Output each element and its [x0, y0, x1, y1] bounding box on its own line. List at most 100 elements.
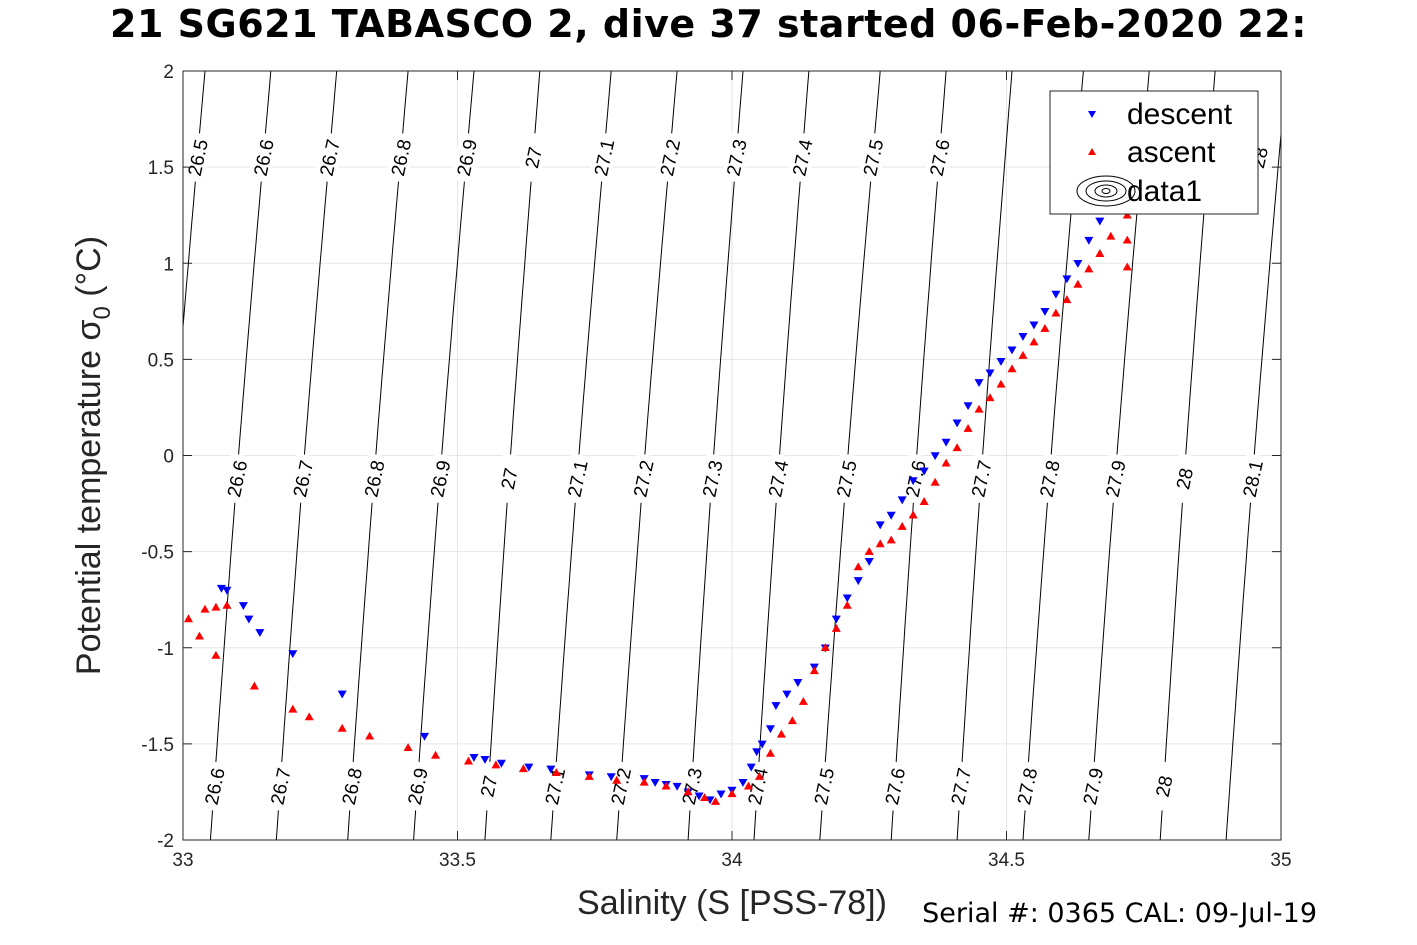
contour-label-bottom: 27.7	[944, 760, 977, 812]
contour-label-top-text: 27.3	[723, 138, 751, 179]
contour-label-mid: 26.6	[220, 452, 253, 505]
y-tick-label: -1	[157, 639, 174, 660]
contour-label-mid-text: 27.4	[765, 458, 793, 499]
ascent-point	[337, 723, 347, 732]
contour-label-mid: 26.7	[286, 452, 319, 505]
ascent-point	[365, 731, 375, 740]
contour-label-mid: 26.8	[358, 452, 390, 505]
legend-contour-marker	[1076, 175, 1136, 207]
descent-point	[757, 740, 767, 749]
ascent-point	[431, 750, 441, 759]
contour-label-top: 26.5	[181, 131, 214, 184]
ascent-point	[974, 404, 984, 413]
y-label-subscript: 0	[89, 306, 116, 319]
ascent-point	[1062, 295, 1072, 304]
ascent-point	[211, 650, 221, 659]
axes: 33 33.5 34 34.5 35 -2 -1.5 -1 -0.5 0 0.5 1 1.5 2	[141, 62, 1291, 871]
contour-label-mid: 27.4	[762, 452, 794, 505]
y-axis-label: Potential temperature σ0 (°C)	[70, 236, 116, 675]
descent-point	[963, 402, 973, 411]
contour-label-mid: 27.9	[1099, 452, 1131, 505]
ascent-point	[1122, 262, 1132, 271]
y-tick-label: 2	[163, 62, 174, 83]
contour-label-bottom: 27.8	[1010, 760, 1043, 812]
contour-label-bottom-text: 27.2	[608, 766, 636, 807]
ascent-point	[897, 522, 907, 530]
descent-point	[606, 773, 616, 782]
ascent-point	[1029, 337, 1039, 346]
contour-label-top: 26.8	[384, 131, 417, 184]
descent-point	[996, 357, 1006, 366]
contour-label-bottom: 27.9	[1076, 760, 1109, 812]
ascent-point	[963, 423, 973, 432]
ascent-point	[787, 716, 797, 725]
contour-label-top: 27.3	[720, 131, 752, 184]
contour-label-mid: 27.2	[627, 452, 659, 505]
contour-label-bottom: 26.8	[335, 760, 368, 812]
descent-point	[765, 725, 775, 734]
descent-point	[650, 779, 660, 787]
contour-label-bottom: 26.6	[198, 760, 230, 812]
contour-label-bottom: 27.6	[878, 760, 911, 812]
serial-cal-footer: Serial #: 0365 CAL: 09-Jul-19	[922, 898, 1317, 929]
ascent-point	[1051, 308, 1061, 317]
contour-label-top: 27.4	[786, 131, 818, 184]
contour-label-top-text: 26.7	[317, 138, 345, 179]
descent-point	[738, 779, 748, 787]
contour-label-bottom-text: 26.6	[202, 766, 230, 807]
contour-label-top: 27.1	[587, 131, 620, 184]
ascent-point	[853, 562, 863, 571]
descent-point	[222, 586, 232, 595]
contour-label-bottom-text: 27.5	[811, 766, 839, 807]
ascent-point	[798, 696, 808, 705]
descent-point	[1095, 217, 1105, 226]
contour-label-bottom-text: 26.9	[405, 766, 433, 807]
contour-label-top: 26.6	[247, 131, 280, 184]
ascent-point	[639, 777, 649, 786]
descent-point	[255, 629, 265, 637]
ascent-point	[765, 748, 775, 757]
ascent-point	[491, 760, 501, 769]
descent-point	[831, 615, 841, 624]
y-tick-label: -0.5	[141, 543, 174, 564]
descent-point	[793, 679, 803, 687]
contour-label-bottom-text: 28	[1153, 774, 1178, 799]
descent-point	[1073, 259, 1083, 268]
descent-point	[546, 765, 556, 774]
descent-point	[842, 594, 852, 603]
ascent-point	[683, 787, 693, 796]
ascent-point	[1122, 210, 1132, 219]
descent-point	[337, 690, 347, 699]
contour-label-mid-text: 27.5	[833, 459, 861, 500]
contour-label-bottom-text: 27.7	[948, 766, 976, 807]
descent-point	[244, 615, 254, 624]
ascent-point	[996, 379, 1006, 388]
legend-box	[1049, 90, 1259, 215]
ascent-point	[1018, 350, 1028, 359]
ascent-point	[875, 539, 885, 548]
x-tick-label: 34.5	[988, 850, 1025, 871]
descent-point	[496, 759, 506, 768]
ascent-point	[1122, 235, 1132, 244]
ascent-point	[1106, 231, 1116, 240]
contour-label-top-text: 27.5	[860, 138, 888, 179]
contour-label-mid: 27.1	[561, 452, 593, 505]
contour-label-mid-text: 28	[1173, 466, 1198, 491]
contour-label-top-text: 26.5	[185, 138, 213, 179]
legend-ascent-marker	[1088, 148, 1096, 155]
contour-label-mid-text: 27.3	[699, 459, 727, 500]
x-tick-label: 33	[172, 850, 193, 871]
series-descent	[216, 202, 1116, 805]
ascent-point	[1007, 364, 1017, 373]
contour-label-bottom: 27	[472, 760, 505, 812]
contour-label-top: 27.2	[653, 131, 686, 184]
ascent-point	[403, 743, 413, 752]
ascent-point	[518, 764, 528, 773]
descent-point	[672, 782, 682, 791]
ascent-point	[776, 729, 786, 738]
contour-label-top-text: 27.4	[789, 137, 817, 178]
descent-point	[524, 763, 534, 772]
contour-label-top: 27.5	[856, 131, 889, 184]
contour-label-bottom-text: 27.9	[1080, 766, 1108, 807]
descent-point	[952, 419, 962, 428]
